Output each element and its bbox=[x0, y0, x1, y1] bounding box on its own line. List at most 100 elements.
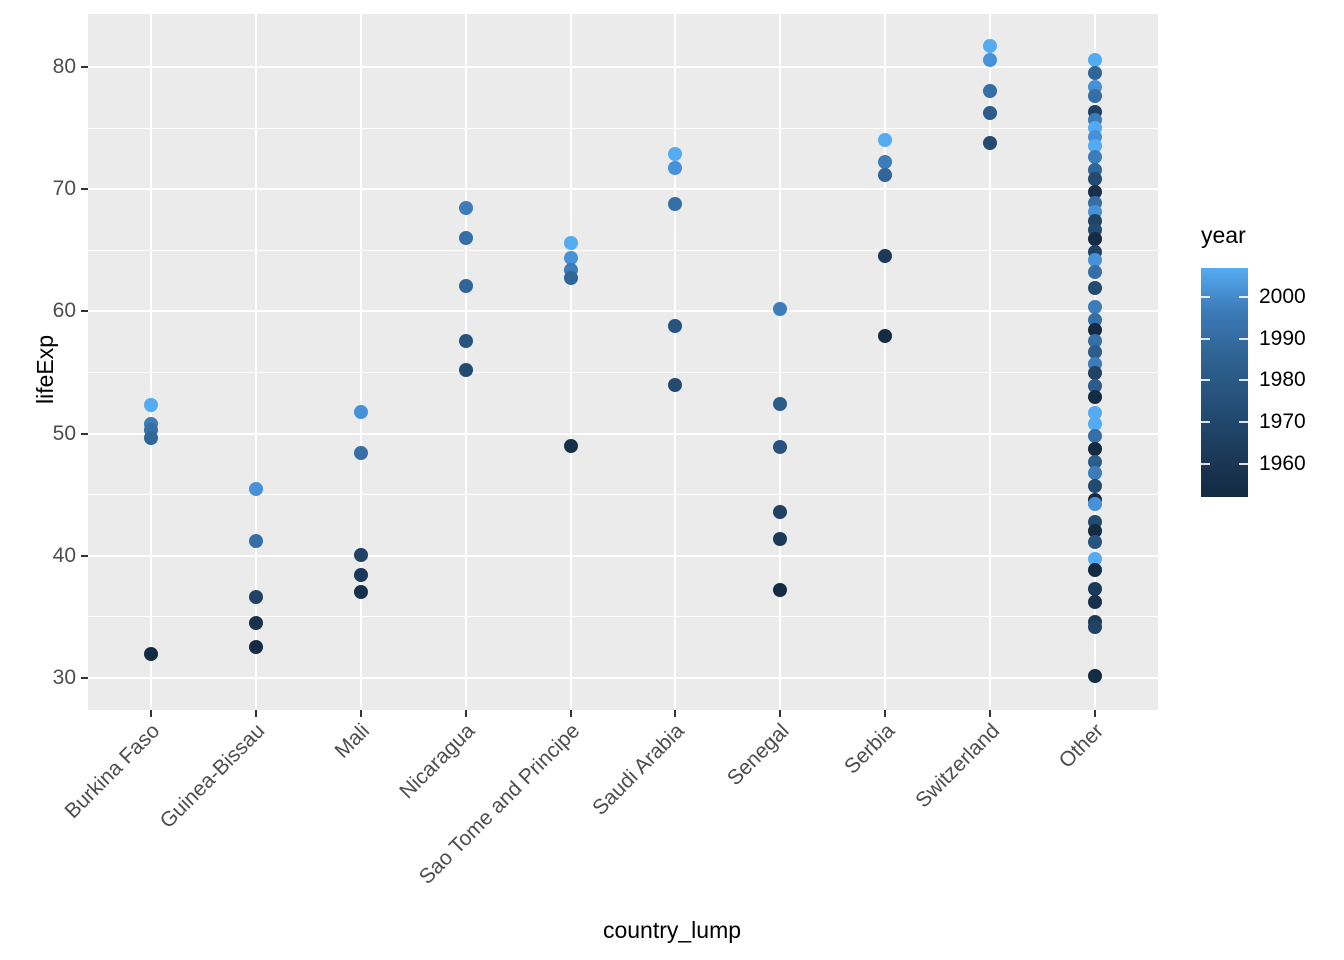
data-point bbox=[353, 404, 368, 419]
data-point bbox=[983, 39, 998, 54]
minor-gridline bbox=[88, 372, 1158, 373]
data-point bbox=[144, 398, 158, 413]
data-point bbox=[773, 440, 788, 455]
data-point bbox=[1088, 172, 1102, 187]
color-legend: year 2000 1990 1980 1970 1960 bbox=[1196, 222, 1344, 512]
data-point bbox=[1088, 281, 1102, 296]
data-point bbox=[353, 585, 368, 600]
data-point bbox=[1088, 465, 1102, 480]
data-point bbox=[458, 278, 473, 293]
data-point bbox=[1088, 524, 1102, 539]
data-point bbox=[1088, 365, 1102, 380]
data-point bbox=[563, 438, 578, 453]
major-gridline bbox=[779, 14, 782, 710]
data-point bbox=[1088, 429, 1102, 444]
legend-tick bbox=[1239, 421, 1248, 424]
data-point bbox=[1088, 344, 1102, 359]
data-point bbox=[353, 446, 368, 461]
x-axis-title: country_lump bbox=[602, 917, 742, 943]
data-point bbox=[773, 504, 788, 519]
y-axis-tick bbox=[81, 66, 88, 68]
data-point bbox=[773, 583, 788, 598]
legend-tick bbox=[1201, 379, 1210, 382]
data-point bbox=[1088, 378, 1102, 393]
data-point bbox=[1088, 389, 1102, 404]
x-axis-tick bbox=[884, 710, 887, 717]
data-point bbox=[248, 481, 263, 496]
major-gridline bbox=[989, 14, 992, 710]
data-point bbox=[1088, 497, 1102, 512]
legend-tick bbox=[1239, 379, 1248, 382]
y-axis-tick bbox=[81, 432, 88, 435]
data-point bbox=[458, 231, 473, 246]
y-axis-tick bbox=[81, 310, 88, 313]
x-tick-label: Burkina Faso bbox=[60, 719, 165, 824]
data-point bbox=[1088, 253, 1102, 268]
x-axis-tick bbox=[779, 710, 782, 717]
data-point bbox=[458, 333, 473, 348]
data-point bbox=[563, 235, 578, 250]
data-point bbox=[668, 196, 683, 211]
legend-tick-label: 2000 bbox=[1259, 285, 1306, 309]
data-point bbox=[878, 328, 893, 343]
major-gridline bbox=[569, 14, 572, 710]
data-point bbox=[1088, 535, 1102, 550]
data-point bbox=[983, 52, 998, 67]
major-gridline bbox=[88, 66, 1158, 68]
data-point bbox=[1088, 232, 1102, 247]
legend-tick-label: 1960 bbox=[1259, 451, 1306, 475]
y-tick-label: 80 bbox=[52, 55, 76, 78]
x-tick-label: Guinea-Bissau bbox=[155, 719, 270, 833]
plot-panel bbox=[88, 14, 1158, 710]
x-axis-tick bbox=[674, 710, 677, 717]
x-axis-tick bbox=[989, 710, 992, 717]
y-axis-tick bbox=[81, 554, 88, 557]
data-point bbox=[1088, 552, 1102, 567]
data-point bbox=[773, 397, 788, 412]
legend-tick bbox=[1201, 421, 1210, 424]
legend-tick bbox=[1201, 296, 1210, 299]
legend-tick-label: 1970 bbox=[1259, 410, 1306, 434]
x-tick-label: Nicaragua bbox=[395, 719, 480, 804]
major-gridline bbox=[884, 14, 887, 710]
y-axis-tick bbox=[81, 188, 88, 191]
legend-tick bbox=[1239, 337, 1248, 340]
data-point bbox=[1088, 52, 1102, 67]
data-point bbox=[563, 271, 578, 286]
y-axis-tick bbox=[81, 677, 88, 679]
data-point bbox=[983, 106, 998, 121]
data-point bbox=[248, 534, 263, 549]
x-axis-tick bbox=[569, 710, 572, 717]
data-point bbox=[878, 133, 893, 148]
data-point bbox=[773, 301, 788, 316]
legend-gradient-bar bbox=[1201, 268, 1248, 497]
x-axis-tick bbox=[1094, 710, 1096, 717]
data-point bbox=[668, 161, 683, 176]
legend-tick bbox=[1201, 462, 1210, 465]
x-axis-tick bbox=[464, 710, 467, 717]
data-point bbox=[668, 377, 683, 392]
minor-gridline bbox=[88, 127, 1158, 129]
data-point bbox=[1088, 265, 1102, 280]
legend-tick bbox=[1239, 296, 1248, 299]
data-point bbox=[563, 250, 578, 265]
data-point bbox=[458, 200, 473, 215]
y-tick-label: 50 bbox=[52, 421, 76, 445]
data-point bbox=[1088, 668, 1102, 683]
x-tick-label: Mali bbox=[330, 719, 375, 763]
data-point bbox=[1088, 150, 1102, 165]
data-point bbox=[1088, 563, 1102, 578]
x-tick-label: Senegal bbox=[723, 719, 794, 791]
data-point bbox=[1088, 595, 1102, 610]
y-tick-label: 60 bbox=[52, 299, 76, 323]
data-point bbox=[1088, 184, 1102, 199]
data-point bbox=[1088, 299, 1102, 314]
data-point bbox=[1088, 454, 1102, 469]
major-gridline bbox=[88, 677, 1158, 679]
data-point bbox=[458, 363, 473, 378]
major-gridline bbox=[88, 310, 1158, 313]
data-point bbox=[983, 135, 998, 150]
data-point bbox=[1088, 479, 1102, 494]
major-gridline bbox=[464, 14, 467, 710]
